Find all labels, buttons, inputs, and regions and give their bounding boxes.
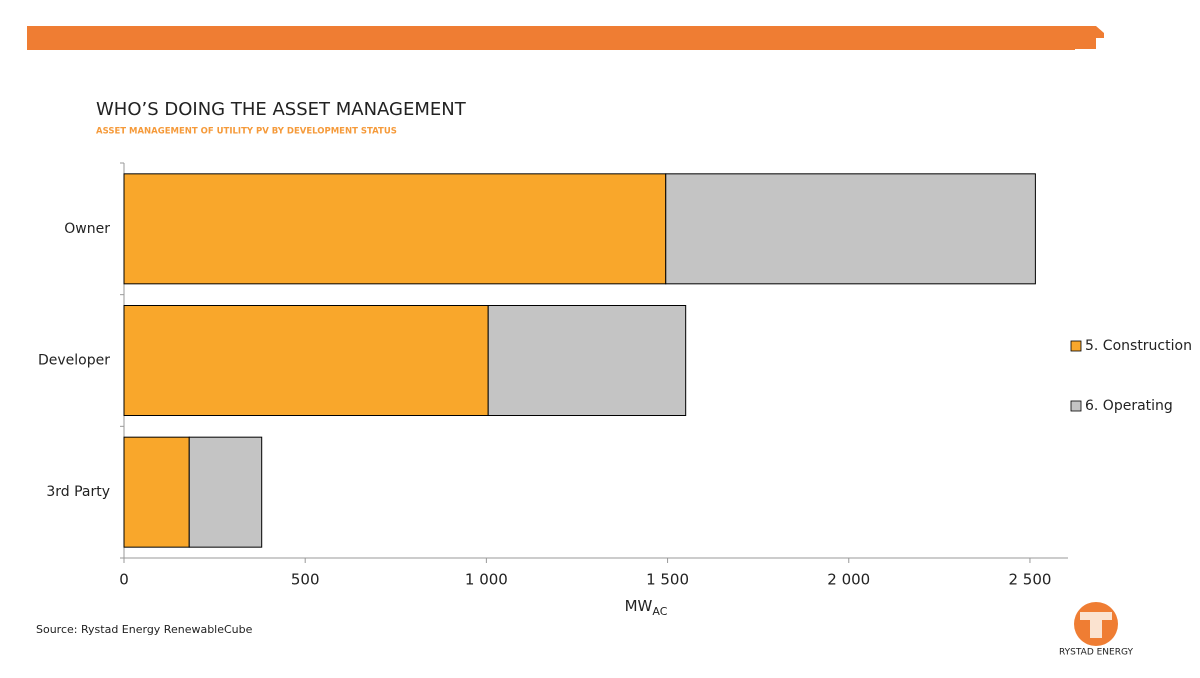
legend-swatch (1070, 340, 1082, 352)
logo-text: RYSTAD ENERGY (1059, 648, 1134, 658)
y-tick-label: Developer (38, 353, 110, 369)
top-banner (27, 26, 1104, 50)
legend-label: 5. Construction (1085, 338, 1192, 354)
y-tick-label: Owner (64, 221, 110, 237)
chart-subtitle: ASSET MANAGEMENT OF UTILITY PV BY DEVELO… (96, 127, 397, 137)
legend-swatch (1070, 400, 1082, 412)
bar-segment (487, 305, 687, 416)
chart-title: WHO’S DOING THE ASSET MANAGEMENT (96, 99, 467, 120)
x-axis-label: MWAC (625, 597, 668, 619)
x-tick-label: 1 000 (465, 571, 508, 589)
bar-segment (123, 305, 489, 416)
bar-segment (123, 173, 667, 285)
legend-label: 6. Operating (1085, 398, 1173, 414)
source: Source: Rystad Energy RenewableCube (36, 623, 253, 636)
x-tick-label: 0 (119, 571, 129, 589)
x-axis-label-main: MW (625, 597, 653, 615)
x-tick-label: 500 (291, 571, 320, 589)
x-tick-label: 2 500 (1008, 571, 1051, 589)
x-tick-label: 1 500 (646, 571, 689, 589)
bar-segment (188, 436, 263, 548)
y-tick-label: 3rd Party (46, 484, 110, 500)
x-axis-label-sub: AC (652, 605, 667, 618)
logo: RYSTAD ENERGY (1059, 602, 1134, 658)
bar-segment (665, 173, 1036, 285)
bar-segment (123, 436, 190, 548)
x-tick-label: 2 000 (827, 571, 870, 589)
logo-shape (1080, 612, 1112, 638)
